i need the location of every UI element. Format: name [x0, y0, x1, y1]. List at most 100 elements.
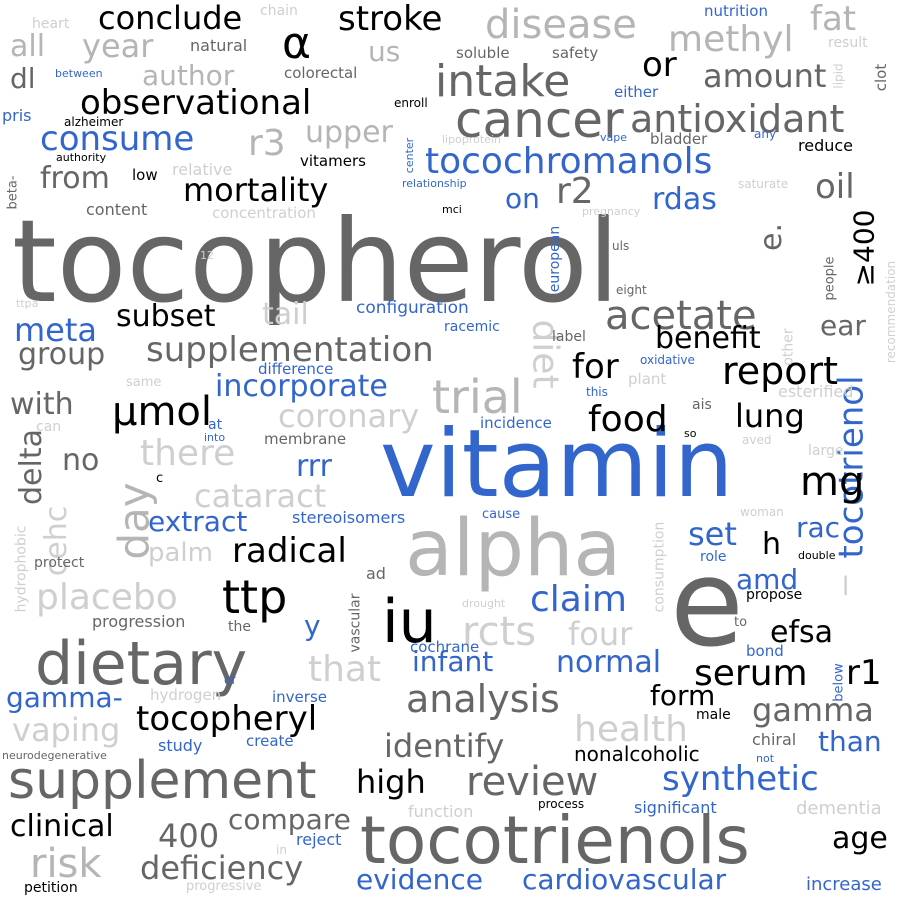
word: e: [670, 535, 744, 674]
word: enroll: [394, 96, 428, 110]
word: this: [586, 385, 608, 399]
word: beta-: [5, 175, 21, 210]
word: delta: [13, 429, 49, 505]
word: incorporate: [215, 369, 388, 404]
word: food: [588, 399, 668, 440]
word: esterified: [778, 382, 854, 401]
word: process: [538, 797, 585, 811]
word: woman: [740, 505, 784, 519]
word: large: [808, 443, 844, 459]
word: difference: [258, 360, 334, 378]
word: propose: [746, 587, 803, 603]
word: progressive: [186, 879, 262, 894]
word: male: [696, 707, 731, 723]
word: report: [722, 349, 839, 393]
word: label: [552, 329, 586, 345]
word: into: [204, 431, 226, 444]
word: trial: [432, 370, 523, 424]
word: palm: [148, 538, 213, 568]
word: no: [62, 443, 100, 478]
word: aved: [742, 433, 772, 447]
word: relationship: [402, 177, 467, 190]
word: petition: [24, 880, 78, 896]
word: amd: [736, 563, 799, 596]
word: r3: [248, 123, 286, 164]
word: fat: [810, 0, 857, 39]
word: us: [368, 35, 401, 68]
word: create: [246, 732, 294, 750]
word: consume: [40, 119, 195, 159]
word: the: [228, 619, 251, 635]
word: uls: [612, 239, 630, 253]
word: of: [224, 673, 236, 687]
word: drought: [462, 597, 506, 610]
word: hydrophobic: [13, 525, 30, 613]
word: with: [10, 387, 74, 422]
word: center: [403, 137, 417, 174]
word: oil: [815, 167, 855, 207]
word: supplement: [8, 751, 317, 811]
word: conclude: [98, 0, 243, 37]
word: nonalcoholic: [574, 742, 700, 766]
word: set: [688, 515, 737, 553]
word: hydrogen: [150, 686, 222, 704]
word: high: [356, 763, 426, 801]
word: y: [304, 609, 321, 642]
word: year: [82, 27, 154, 65]
word: observational: [80, 83, 312, 123]
word: at: [208, 417, 223, 433]
word: for: [572, 347, 619, 387]
word: antioxidant: [630, 97, 845, 141]
word: european: [547, 225, 564, 293]
word: lung: [735, 397, 805, 435]
word: protect: [34, 555, 85, 571]
word: double: [798, 549, 836, 562]
word: either: [614, 83, 659, 101]
word: mortality: [183, 171, 329, 209]
word: relative: [172, 160, 233, 179]
word: not: [756, 752, 775, 765]
word: efsa: [770, 615, 834, 650]
word: identify: [384, 727, 505, 765]
word: between: [55, 67, 103, 80]
word: cataract: [194, 477, 327, 515]
word: ttpa: [16, 297, 39, 310]
word: incidence: [480, 414, 552, 432]
word: chain: [260, 3, 298, 19]
word: oxidative: [640, 353, 695, 367]
word: bond: [746, 642, 784, 660]
word: same: [126, 375, 162, 390]
word: tocopheryl: [136, 699, 318, 739]
word: acetate: [605, 293, 757, 339]
word: lipoprotein: [442, 133, 501, 146]
word: vaping: [12, 711, 121, 749]
word: ear: [820, 309, 866, 342]
word: safety: [552, 44, 599, 62]
word: reject: [296, 830, 342, 849]
word: ais: [692, 397, 712, 413]
word: compare: [228, 803, 351, 836]
word: can: [36, 419, 62, 435]
word: claim: [530, 579, 627, 620]
word: configuration: [356, 298, 469, 318]
word: content: [86, 200, 148, 219]
word: clot: [872, 63, 891, 92]
word: other: [780, 328, 797, 366]
word: coronary: [278, 397, 420, 435]
word: stereoisomers: [292, 508, 406, 527]
word: heart: [32, 16, 70, 32]
word: lipid: [831, 63, 846, 89]
word: rrr: [296, 449, 332, 484]
word: or: [642, 45, 677, 85]
word: reduce: [798, 136, 854, 155]
word: from: [40, 161, 110, 196]
word: ttp: [222, 570, 288, 624]
word: all: [10, 29, 46, 64]
word: function: [408, 802, 474, 821]
word: health: [574, 709, 688, 750]
word: group: [18, 337, 106, 372]
word: 12: [200, 249, 214, 262]
word: deficiency: [140, 849, 304, 887]
word: tocochromanols: [425, 141, 713, 182]
word: vitamers: [300, 152, 366, 170]
